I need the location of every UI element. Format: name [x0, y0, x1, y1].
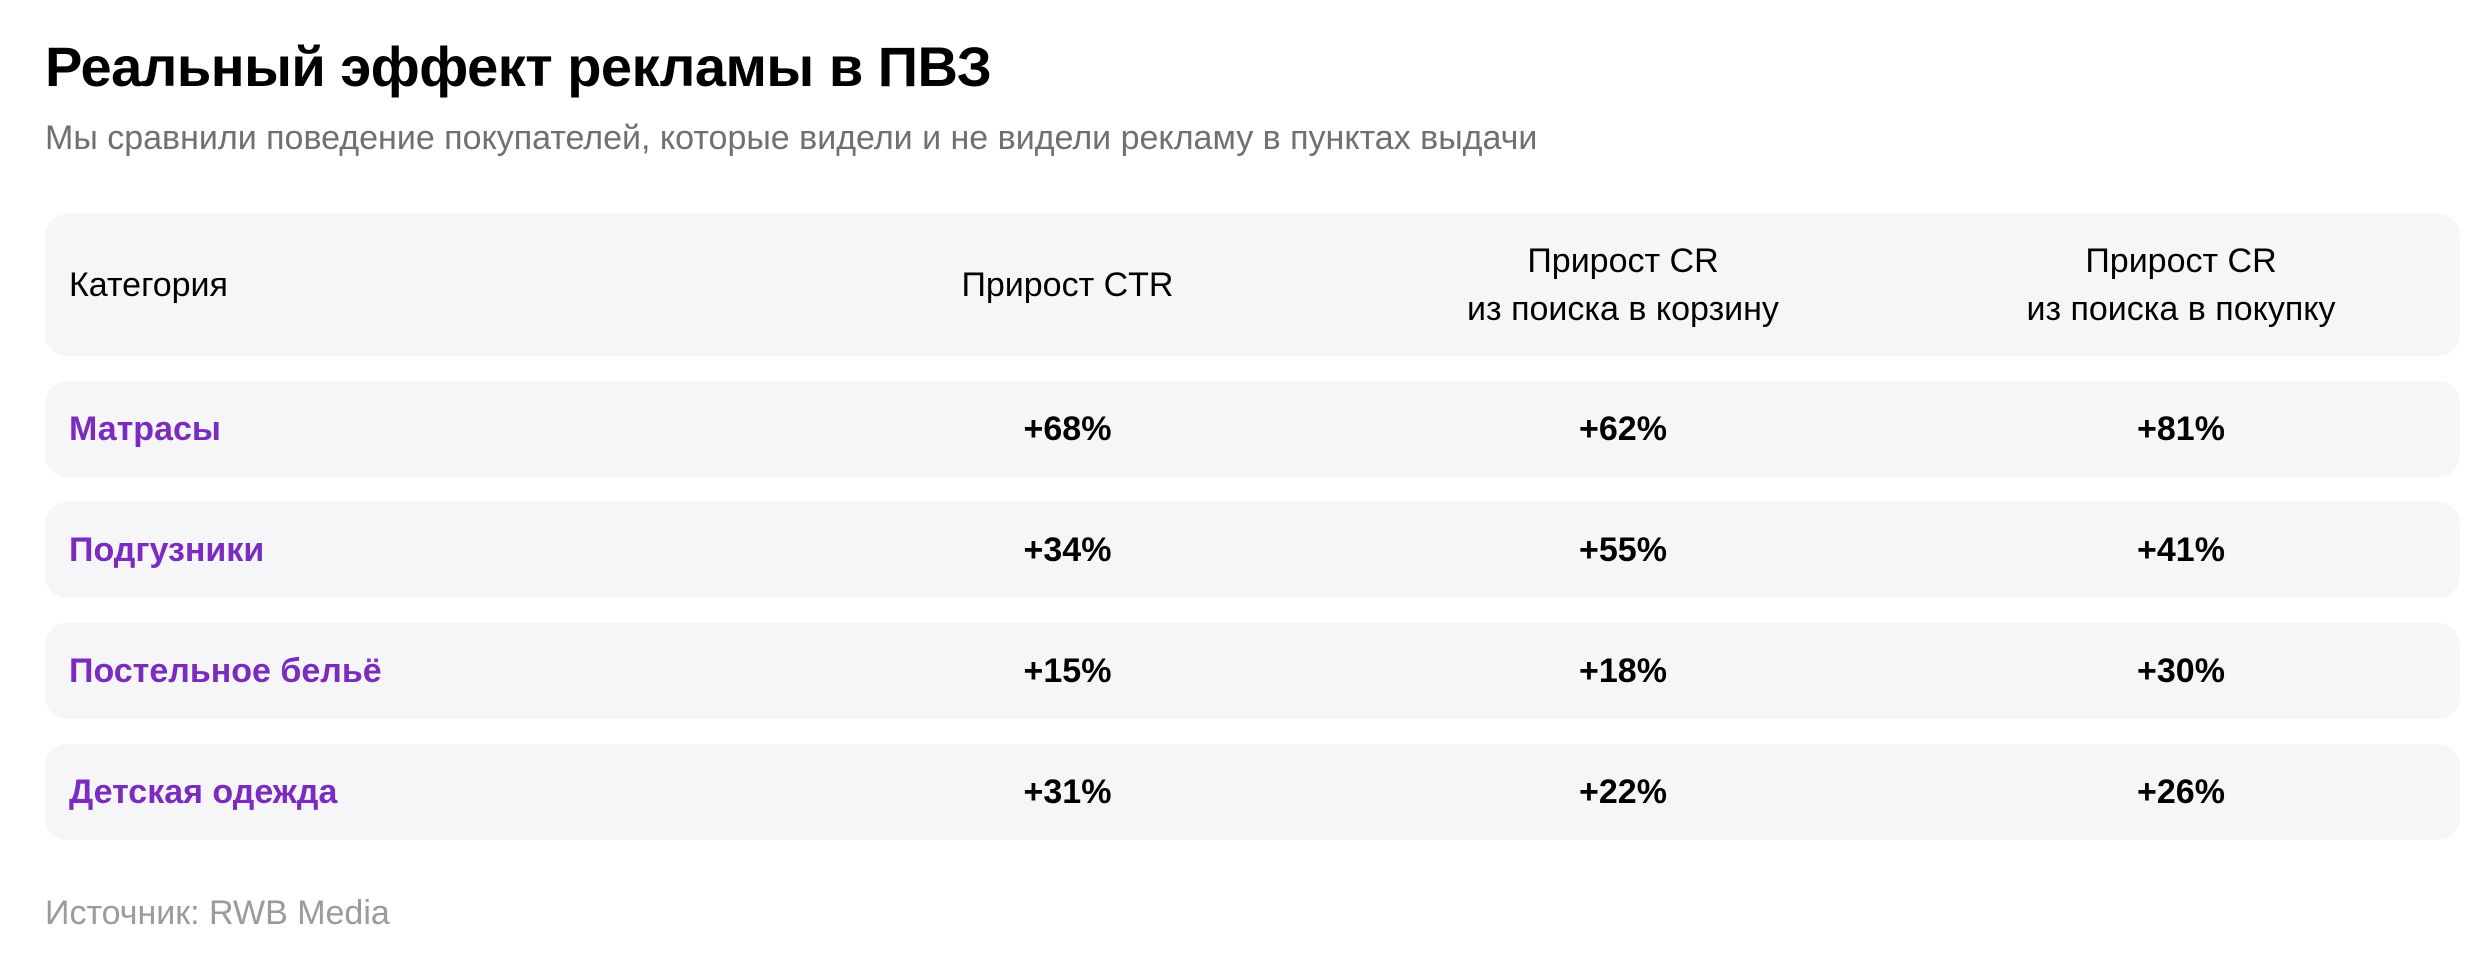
table-row: Матрасы +68% +62% +81%: [45, 381, 2460, 477]
row-cr-purchase: +26%: [2137, 773, 2225, 811]
row-cr-purchase: +41%: [2137, 531, 2225, 569]
header-cr-purchase-line2: из поиска в покупку: [2026, 290, 2336, 328]
table-row: Постельное бельё +15% +18% +30%: [45, 623, 2460, 719]
row-cr-cart: +55%: [1579, 531, 1667, 569]
row-ctr: +15%: [1023, 652, 1112, 690]
row-category: Подгузники: [69, 531, 265, 569]
row-cr-cart: +62%: [1579, 410, 1667, 448]
row-ctr: +68%: [1023, 410, 1112, 448]
table-row: Подгузники +34% +55% +41%: [45, 502, 2460, 598]
row-cr-purchase: +30%: [2137, 652, 2225, 690]
page-subtitle: Мы сравнили поведение покупателей, котор…: [45, 119, 1538, 157]
header-cr-cart-line2: из поиска в корзину: [1467, 290, 1779, 328]
header-cr-cart: Прирост CR из поиска в корзину: [1344, 237, 1902, 333]
row-cr-cart: +22%: [1579, 773, 1667, 811]
row-cr-cart: +18%: [1579, 652, 1667, 690]
header-ctr: Прирост CTR: [961, 266, 1174, 304]
row-cr-purchase: +81%: [2137, 410, 2225, 448]
page-title: Реальный эффект рекламы в ПВЗ: [45, 35, 992, 98]
table-header-row: Категория Прирост CTR Прирост CR из поис…: [45, 214, 2460, 356]
results-table: Категория Прирост CTR Прирост CR из поис…: [45, 214, 2460, 865]
row-category: Детская одежда: [69, 773, 338, 811]
row-category: Постельное бельё: [69, 652, 382, 690]
row-ctr: +34%: [1023, 531, 1112, 569]
header-cr-purchase-line1: Прирост CR: [2085, 242, 2277, 280]
header-cr-cart-line1: Прирост CR: [1527, 242, 1719, 280]
header-category: Категория: [69, 266, 228, 304]
source-note: Источник: RWB Media: [45, 894, 390, 932]
row-ctr: +31%: [1023, 773, 1112, 811]
table-row: Детская одежда +31% +22% +26%: [45, 744, 2460, 840]
header-cr-purchase: Прирост CR из поиска в покупку: [1902, 237, 2460, 333]
row-category: Матрасы: [69, 410, 221, 448]
